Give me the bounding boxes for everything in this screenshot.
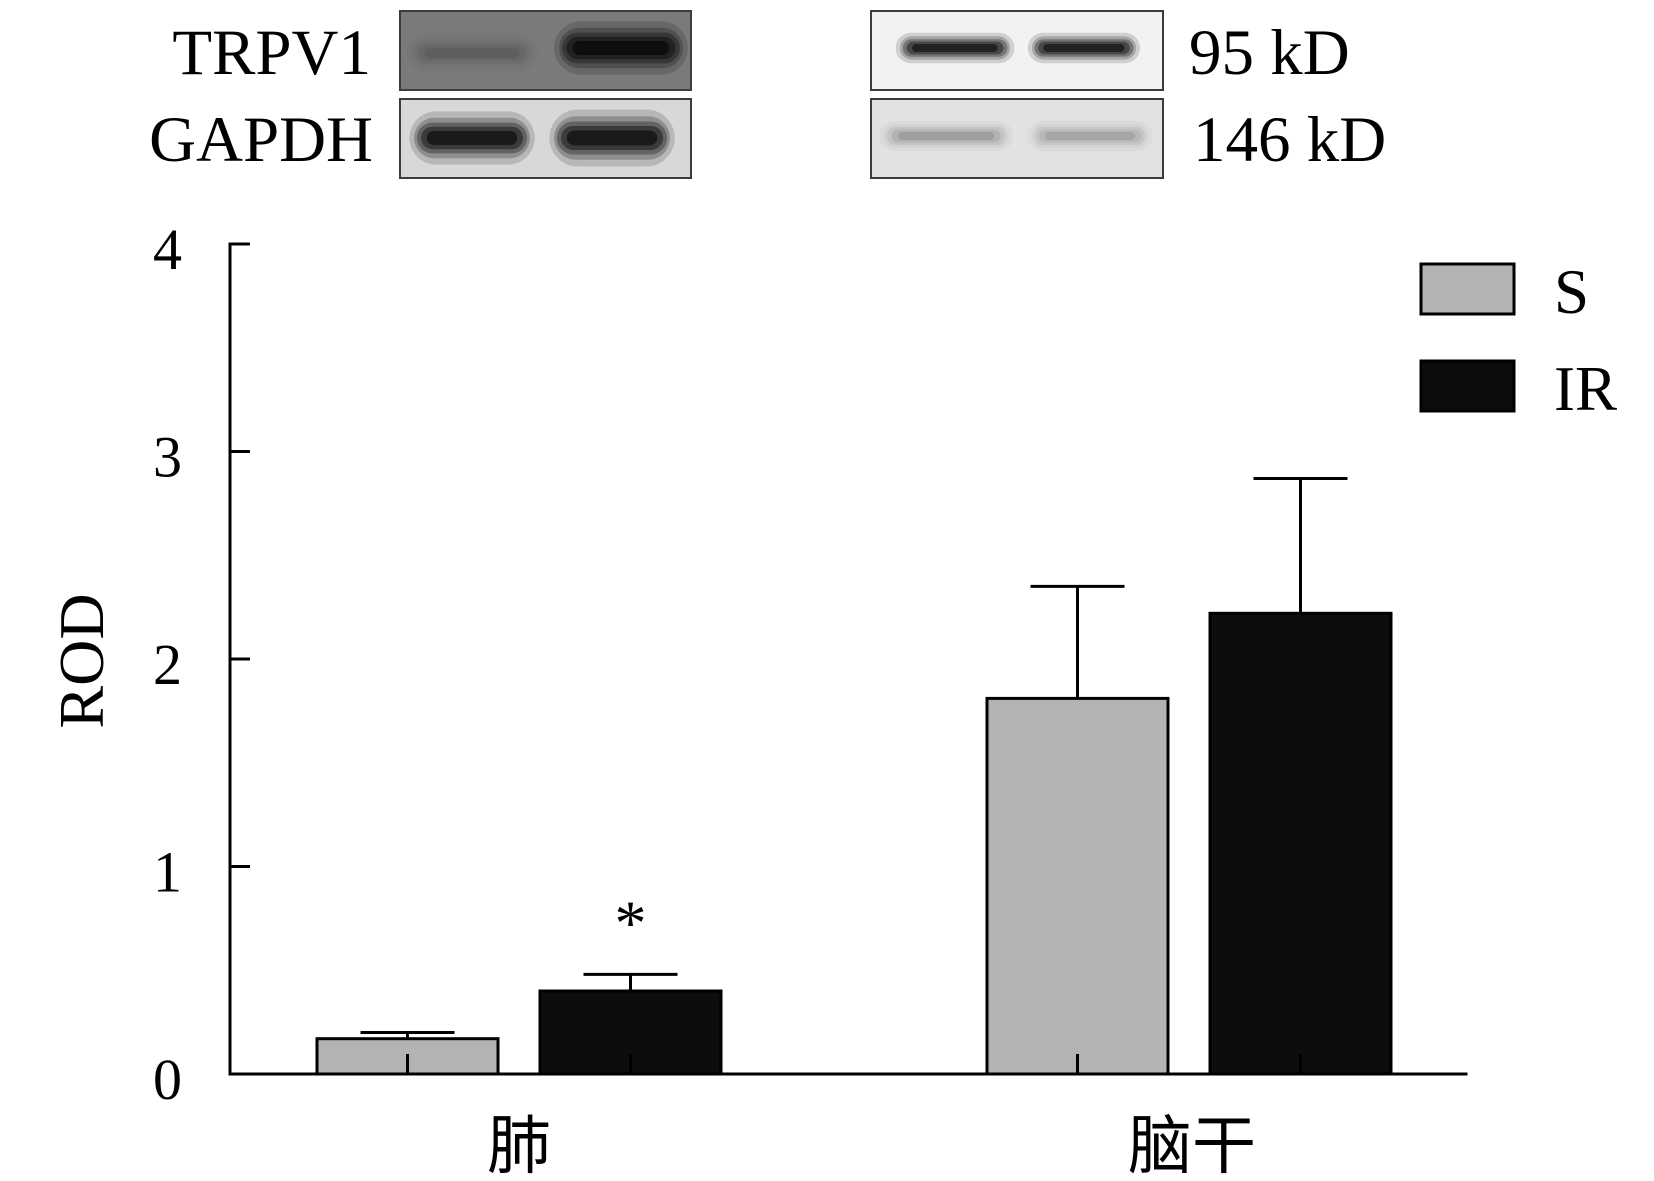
blot-band bbox=[1032, 124, 1148, 148]
y-tick-label: 3 bbox=[153, 425, 182, 490]
error-bar-s-cat1 bbox=[1030, 584, 1125, 699]
blot-strip-brainstem-gapdh bbox=[871, 99, 1163, 178]
error-bar-s-cat0 bbox=[360, 1031, 455, 1039]
blot-band-layer bbox=[897, 132, 995, 140]
annotations: * bbox=[615, 887, 647, 958]
y-ticks bbox=[230, 242, 250, 1076]
blot-band-layer bbox=[887, 127, 1005, 145]
blot-band bbox=[884, 124, 1008, 148]
blot-frame-brainstem-gapdh bbox=[870, 98, 1164, 179]
legend-swatch-s bbox=[1419, 262, 1516, 316]
blot-protein-label-gapdh: GAPDH bbox=[149, 104, 373, 176]
blot-band bbox=[549, 109, 675, 167]
blot-strip-frames bbox=[399, 10, 1164, 179]
blot-band-layer bbox=[1034, 127, 1146, 145]
x-category-label-brainstem: 脑干 bbox=[1128, 1111, 1256, 1181]
blot-band-layer bbox=[912, 44, 998, 52]
blot-weight-label-trpv1: 95 kD bbox=[1189, 17, 1350, 89]
blot-band bbox=[1027, 32, 1141, 64]
error-bar-ir-cat1 bbox=[1253, 477, 1348, 614]
blot-band bbox=[409, 111, 535, 165]
blot-frame-brainstem-trpv1 bbox=[870, 10, 1164, 91]
bar-ir-cat1 bbox=[1208, 611, 1393, 1076]
x-ticks bbox=[406, 1054, 1302, 1074]
blot-frame-lung-trpv1 bbox=[399, 10, 692, 91]
y-tick-label: 4 bbox=[153, 217, 182, 282]
blot-band-layer bbox=[884, 124, 1008, 148]
legend-item-s: S bbox=[1419, 257, 1589, 327]
error-bars bbox=[360, 477, 1348, 1039]
legend: S IR bbox=[1419, 257, 1617, 424]
bar-s-cat1 bbox=[985, 696, 1170, 1076]
legend-label-ir: IR bbox=[1554, 354, 1617, 424]
blot-band bbox=[554, 21, 688, 75]
blot-band-layer bbox=[414, 42, 530, 64]
y-tick-label: 0 bbox=[153, 1047, 182, 1112]
blot-band-layer bbox=[566, 130, 658, 146]
legend-item-ir: IR bbox=[1419, 354, 1617, 424]
bars bbox=[315, 611, 1393, 1076]
y-tick-labels: 0 1 2 3 4 bbox=[153, 217, 182, 1112]
blot-band-layer bbox=[891, 129, 1001, 143]
blot-band-layer bbox=[418, 45, 526, 61]
blot-band-layer bbox=[1044, 132, 1136, 140]
blot-band-layer bbox=[424, 48, 520, 58]
blot-protein-label-trpv1: TRPV1 bbox=[172, 17, 371, 89]
error-bar-ir-cat0 bbox=[583, 972, 678, 991]
legend-label-s: S bbox=[1554, 257, 1589, 327]
blot-band-layer bbox=[572, 41, 670, 55]
blot-band-layer bbox=[1043, 44, 1125, 52]
bar-chart: ROD 0 1 2 3 4 * 肺 脑干 S IR bbox=[46, 217, 1617, 1181]
legend-swatch-ir bbox=[1419, 359, 1516, 413]
y-tick-label: 2 bbox=[153, 632, 182, 697]
blot-band-layer bbox=[1032, 124, 1148, 148]
x-category-label-lung: 肺 bbox=[487, 1111, 551, 1181]
blot-weight-label-gapdh: 146 kD bbox=[1193, 104, 1386, 176]
blot-bands bbox=[409, 21, 1148, 167]
blot-band-layer bbox=[1039, 129, 1142, 143]
y-axis-title: ROD bbox=[46, 593, 117, 728]
blot-band-layer bbox=[426, 131, 518, 145]
blot-frame-lung-gapdh bbox=[399, 98, 692, 179]
western-blot-panel: TRPV1 GAPDH 95 kD 146 kD bbox=[149, 10, 1386, 179]
significance-asterisk: * bbox=[615, 887, 647, 958]
y-tick-label: 1 bbox=[153, 840, 182, 905]
blot-band bbox=[895, 32, 1015, 64]
blot-band bbox=[414, 42, 530, 64]
